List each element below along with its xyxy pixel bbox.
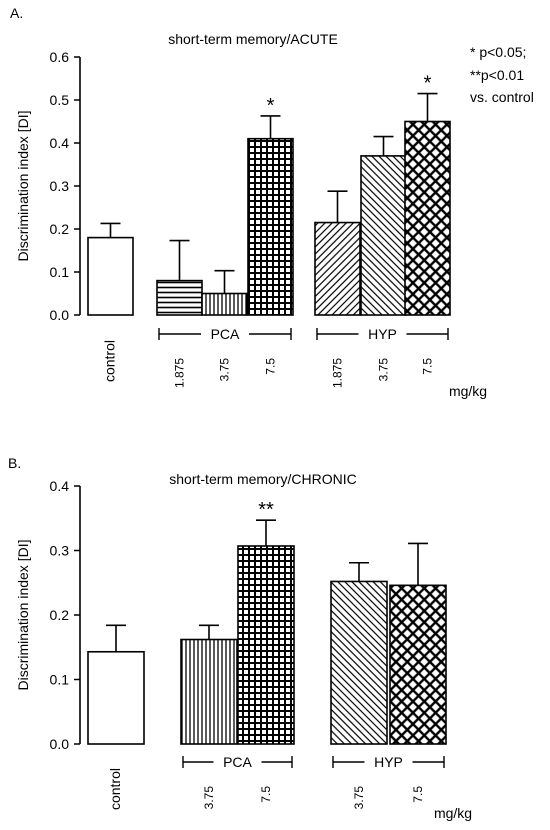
- acute-category-label: 3.75: [218, 358, 232, 382]
- acute-category-label: 3.75: [377, 358, 391, 382]
- acute-significance-marker: *: [267, 95, 275, 117]
- acute-bar: [156, 279, 203, 316]
- acute-bar: [314, 221, 361, 316]
- acute-y-tick-label: 0.0: [50, 307, 70, 323]
- acute-bar: [404, 120, 451, 316]
- acute-bar: [247, 137, 294, 316]
- chronic-y-tick-label: 0.3: [50, 543, 70, 559]
- chronic-bar: [389, 584, 447, 745]
- acute-y-tick-label: 0.3: [50, 178, 70, 194]
- acute-significance-marker: *: [424, 73, 432, 95]
- chart-panel-acute: A. short-term memory/ACUTE 0.0 0.1 0.2 0.3 0.4…: [10, 5, 534, 399]
- acute-category-label: 7.5: [421, 358, 435, 375]
- chronic-category-label: 7.5: [259, 786, 273, 803]
- chronic-bar: [180, 638, 238, 745]
- chronic-bar: [87, 650, 145, 745]
- acute-group-label: HYP: [368, 326, 397, 342]
- acute-bar: [87, 236, 134, 316]
- chronic-y-tick-label: 0.2: [50, 607, 70, 623]
- chronic-category-label: control: [107, 768, 123, 810]
- chronic-group-label: HYP: [374, 754, 403, 770]
- acute-category-label: 1.875: [173, 358, 187, 388]
- acute-y-tick-label: 0.5: [50, 92, 70, 108]
- chronic-category-label: 3.75: [352, 786, 366, 810]
- chronic-unit-label: mg/kg: [434, 805, 472, 821]
- acute-group-label: PCA: [211, 326, 240, 342]
- chronic-y-tick-label: 0.0: [50, 736, 70, 752]
- acute-y-tick-label: 0.6: [50, 49, 70, 65]
- chronic-y-tick-label: 0.4: [50, 478, 70, 494]
- acute-y-axis-label: Discrimination index [DI]: [15, 111, 31, 262]
- acute-panel-label: A.: [10, 5, 23, 21]
- acute-y-tick-label: 0.1: [50, 264, 70, 280]
- acute-category-label: control: [102, 340, 118, 382]
- chronic-bar: [237, 545, 295, 745]
- chronic-category-label: 3.75: [202, 786, 216, 810]
- chronic-category-label: 7.5: [411, 786, 425, 803]
- chronic-y-axis-label: Discrimination index [DI]: [15, 540, 31, 691]
- acute-unit-label: mg/kg: [449, 383, 487, 399]
- acute-y-tick-label: 0.4: [50, 135, 70, 151]
- acute-significance-legend: vs. control: [470, 89, 534, 105]
- acute-significance-legend: * p<0.05;: [470, 44, 526, 60]
- acute-category-label: 1.875: [331, 358, 345, 388]
- acute-significance-legend: **p<0.01: [470, 67, 524, 83]
- acute-y-tick-label: 0.2: [50, 221, 70, 237]
- chronic-bar: [330, 580, 388, 745]
- acute-bar: [360, 155, 407, 316]
- chronic-chart-title: short-term memory/CHRONIC: [169, 471, 356, 487]
- chronic-significance-marker: **: [258, 499, 274, 521]
- chronic-panel-label: B.: [8, 455, 21, 471]
- acute-category-label: 7.5: [264, 358, 278, 375]
- acute-chart-title: short-term memory/ACUTE: [168, 31, 338, 47]
- chart-panel-chronic: B. short-term memory/CHRONIC 0.0 0.1 0.2 0.3 0…: [8, 455, 472, 821]
- chronic-group-label: PCA: [223, 754, 252, 770]
- acute-bar: [201, 292, 248, 316]
- chronic-y-tick-label: 0.1: [50, 672, 70, 688]
